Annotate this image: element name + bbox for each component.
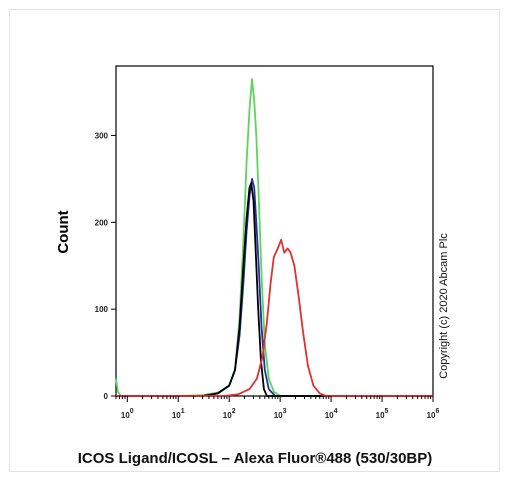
y-tick-label: 100 <box>95 305 109 314</box>
x-axis: 100 101 102 103 104 105 106 <box>115 396 440 420</box>
x-tick-label: 104 <box>325 408 338 420</box>
series-layer <box>115 78 433 397</box>
x-tick-label: 105 <box>376 408 389 420</box>
y-tick-label: 0 <box>104 392 109 401</box>
series-line-4 <box>116 238 433 397</box>
y-tick-label: 200 <box>95 218 109 227</box>
x-tick-label: 100 <box>121 408 134 420</box>
plot-area <box>115 65 434 397</box>
y-tick-label: 300 <box>95 131 109 140</box>
x-tick-label: 101 <box>172 408 185 420</box>
y-axis-label: Count <box>55 210 72 253</box>
x-tick-label: 103 <box>274 408 287 420</box>
x-axis-label: ICOS Ligand/ICOSL – Alexa Fluor®488 (530… <box>78 450 433 467</box>
series-line-3 <box>116 182 433 397</box>
copyright-annotation: Copyright (c) 2020 Abcam Plc <box>438 233 450 379</box>
x-tick-label: 106 <box>427 408 440 420</box>
chart-frame <box>9 9 500 472</box>
y-axis: 0 100 200 300 <box>95 131 116 401</box>
x-tick-label: 102 <box>223 408 236 420</box>
